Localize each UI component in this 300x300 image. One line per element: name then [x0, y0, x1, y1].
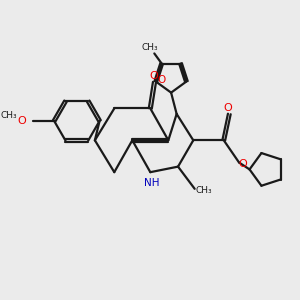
Text: O: O: [238, 159, 247, 169]
Text: O: O: [149, 71, 158, 81]
Text: CH₃: CH₃: [142, 43, 159, 52]
Text: O: O: [224, 103, 232, 113]
Text: O: O: [158, 75, 166, 85]
Text: NH: NH: [144, 178, 160, 188]
Text: CH₃: CH₃: [195, 186, 212, 195]
Text: CH₃: CH₃: [0, 111, 17, 120]
Text: O: O: [17, 116, 26, 126]
